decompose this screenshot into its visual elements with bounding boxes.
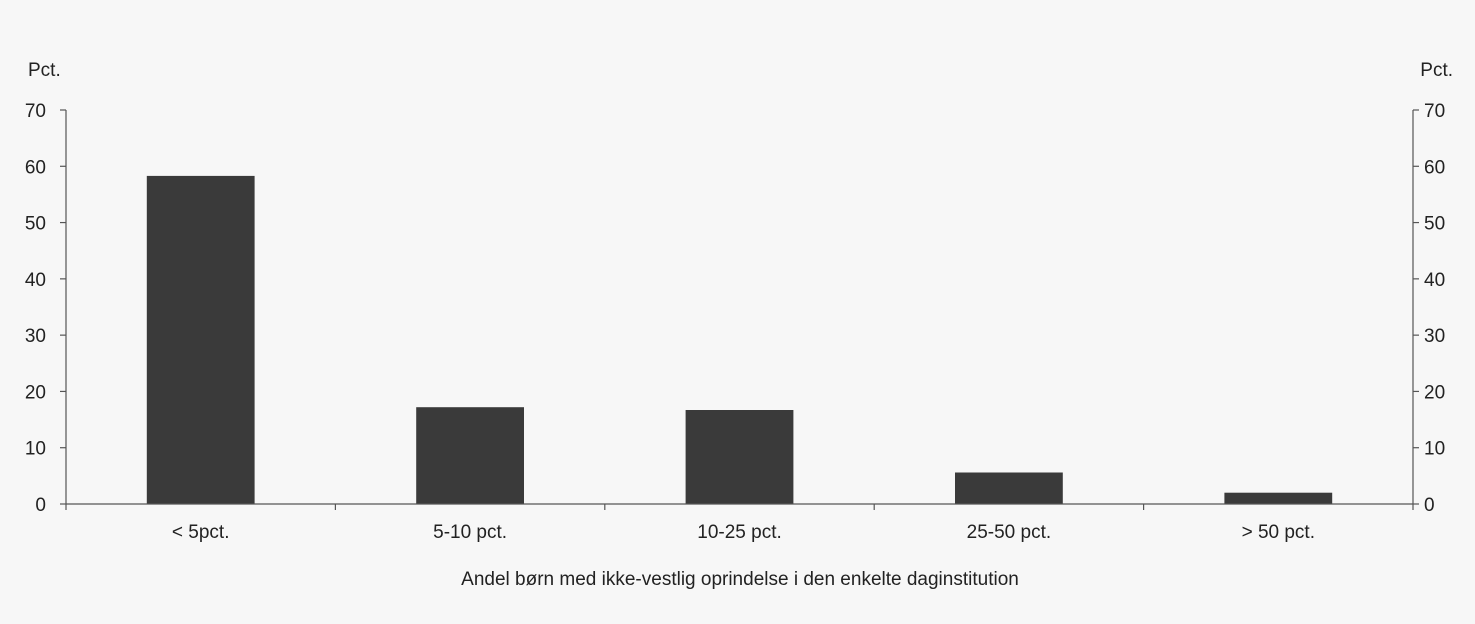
y-tick-label-left: 70 xyxy=(25,101,46,122)
y-tick-label-right: 60 xyxy=(1424,157,1445,178)
y-tick-label-left: 60 xyxy=(25,157,46,178)
bars-group xyxy=(146,175,1333,504)
category-label-4: 25-50 pct. xyxy=(967,522,1052,543)
y-tick-label-right: 20 xyxy=(1424,382,1445,403)
y-tick-label-left: 30 xyxy=(25,326,46,347)
y-tick-label-right: 50 xyxy=(1424,214,1445,235)
x-axis-title: Andel børn med ikke-vestlig oprindelse i… xyxy=(461,569,1019,590)
y-tick-label-right: 0 xyxy=(1424,495,1435,516)
bar-3 xyxy=(685,410,794,504)
category-label-2: 5-10 pct. xyxy=(433,522,507,543)
y-axis-label-left: Pct. xyxy=(28,60,61,81)
bar-2 xyxy=(416,407,524,504)
category-label-3: 10-25 pct. xyxy=(697,522,782,543)
y-tick-label-right: 10 xyxy=(1424,439,1445,460)
y-axis-label-right: Pct. xyxy=(1420,60,1453,81)
y-tick-label-right: 30 xyxy=(1424,326,1445,347)
category-label-5: > 50 pct. xyxy=(1242,522,1315,543)
axes-group xyxy=(65,110,1414,505)
y-tick-label-left: 40 xyxy=(25,270,46,291)
y-tick-label-left: 50 xyxy=(25,214,46,235)
y-tick-label-left: 0 xyxy=(35,495,46,516)
y-tick-label-left: 20 xyxy=(25,382,46,403)
category-label-1: < 5pct. xyxy=(172,522,230,543)
ticks-group: 0 0 10 10 20 20 30 30 40 40 50 50 60 60 70 70 < 5pct. 5-1… xyxy=(25,101,1445,543)
bar-5 xyxy=(1224,492,1333,504)
y-tick-label-left: 10 xyxy=(25,439,46,460)
bar-4 xyxy=(955,472,1063,504)
y-tick-label-right: 70 xyxy=(1424,101,1445,122)
bar-1 xyxy=(146,175,255,504)
y-tick-label-right: 40 xyxy=(1424,270,1445,291)
